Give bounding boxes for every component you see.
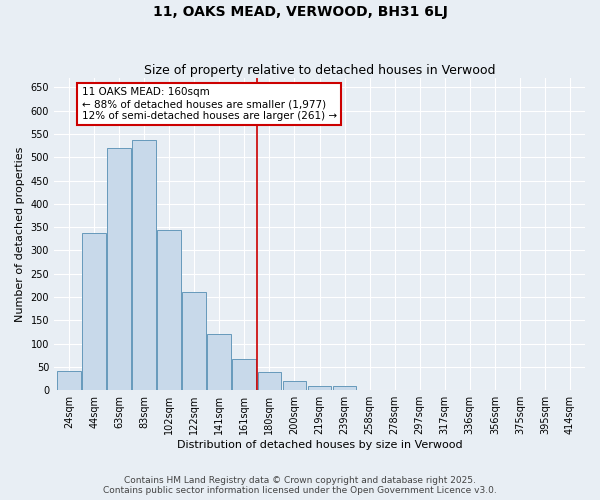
Y-axis label: Number of detached properties: Number of detached properties <box>15 146 25 322</box>
Bar <box>157 230 181 390</box>
Text: 11, OAKS MEAD, VERWOOD, BH31 6LJ: 11, OAKS MEAD, VERWOOD, BH31 6LJ <box>152 5 448 19</box>
X-axis label: Distribution of detached houses by size in Verwood: Distribution of detached houses by size … <box>177 440 463 450</box>
Bar <box>82 233 106 390</box>
Bar <box>283 381 307 390</box>
Bar <box>308 386 331 390</box>
Text: Contains HM Land Registry data © Crown copyright and database right 2025.
Contai: Contains HM Land Registry data © Crown c… <box>103 476 497 495</box>
Bar <box>182 292 206 390</box>
Bar <box>257 372 281 390</box>
Title: Size of property relative to detached houses in Verwood: Size of property relative to detached ho… <box>144 64 495 77</box>
Bar <box>57 370 81 390</box>
Bar <box>133 140 156 390</box>
Bar <box>332 386 356 390</box>
Bar <box>232 359 256 390</box>
Bar <box>208 334 231 390</box>
Bar <box>107 148 131 390</box>
Text: 11 OAKS MEAD: 160sqm
← 88% of detached houses are smaller (1,977)
12% of semi-de: 11 OAKS MEAD: 160sqm ← 88% of detached h… <box>82 88 337 120</box>
